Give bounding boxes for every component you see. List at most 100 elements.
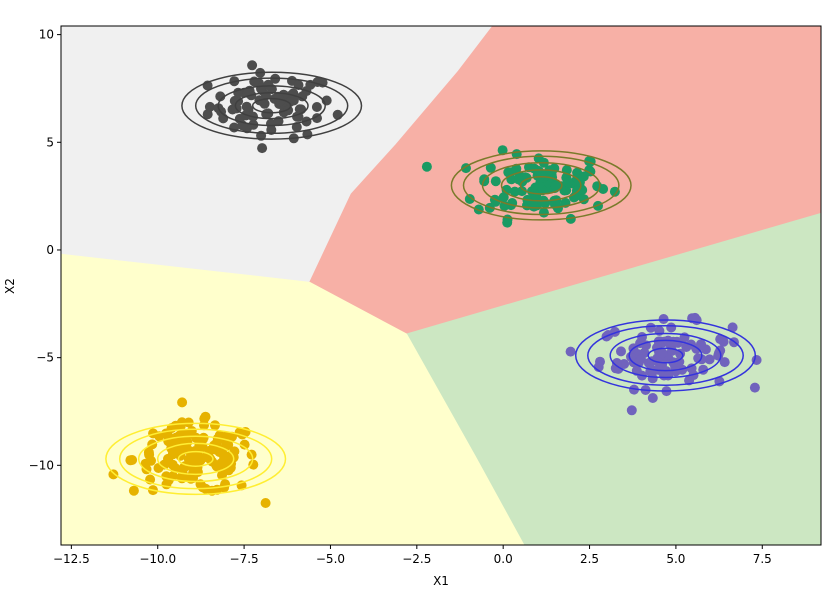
point-green (517, 186, 527, 197)
contour-purple (609, 332, 722, 379)
point-yellow (260, 498, 271, 508)
point-dark (204, 101, 215, 112)
point-yellow (159, 459, 170, 470)
x-axis: −12.5 −10.0 −7.5 −5.0 −2.5 0.0 2.5 5.0 7.5 (53, 545, 772, 566)
point-yellow (218, 459, 229, 470)
point-green (490, 176, 501, 187)
y-tick-label: 10 (39, 28, 54, 42)
point-purple (645, 322, 656, 333)
point-dark (257, 143, 268, 154)
y-tick-label: −5 (36, 351, 54, 365)
x-tick-label: −5.0 (316, 552, 345, 566)
point-yellow (108, 469, 119, 480)
point-yellow (239, 439, 250, 450)
y-axis-label: X2 (3, 278, 17, 294)
y-tick-label: −10 (29, 458, 54, 472)
x-tick-label: −10.0 (139, 552, 176, 566)
x-axis-label: X1 (433, 574, 449, 588)
point-dark (263, 79, 274, 90)
point-purple (611, 358, 622, 368)
point-green (609, 186, 620, 197)
point-purple (657, 347, 668, 358)
point-purple (704, 354, 715, 365)
point-dark (247, 60, 258, 71)
point-yellow (148, 428, 159, 439)
point-purple (727, 322, 738, 333)
contour-yellow (177, 450, 214, 467)
point-dark (266, 125, 277, 135)
point-yellow (177, 417, 187, 428)
point-purple (616, 346, 626, 357)
point-yellow (197, 442, 208, 453)
point-yellow (177, 397, 188, 408)
point-yellow (185, 459, 196, 470)
point-purple (626, 405, 637, 416)
y-axis: 10 5 0 −5 −10 (29, 28, 61, 472)
point-dark (229, 95, 240, 106)
point-dark (215, 91, 226, 102)
contour-yellow (156, 442, 235, 476)
point-green (497, 145, 508, 156)
density-contours (105, 71, 757, 496)
contour-green (450, 150, 632, 221)
point-yellow (217, 470, 227, 481)
point-green (538, 207, 549, 218)
contour-dark (251, 97, 292, 114)
point-yellow (200, 411, 211, 422)
contour-purple (628, 339, 703, 372)
x-tick-label: −2.5 (402, 552, 431, 566)
point-yellow (161, 479, 172, 490)
x-tick-label: −7.5 (230, 552, 259, 566)
y-tick-label: 5 (46, 135, 54, 149)
point-purple (658, 314, 669, 324)
contour-yellow (118, 428, 273, 490)
point-purple (691, 315, 702, 326)
point-dark (241, 101, 252, 112)
x-tick-label: 0.0 (494, 552, 513, 566)
point-yellow (143, 447, 154, 458)
point-purple (693, 353, 704, 364)
contour-green (500, 169, 582, 202)
point-green (501, 184, 512, 195)
point-green (464, 194, 475, 204)
point-purple (645, 366, 656, 377)
point-purple (667, 345, 677, 356)
point-green (421, 161, 432, 172)
point-green (511, 163, 522, 174)
x-tick-label: 7.5 (753, 552, 772, 566)
contour-purple (587, 325, 744, 386)
point-dark (291, 122, 302, 132)
point-purple (666, 322, 677, 333)
point-green (490, 196, 501, 207)
contour-yellow (105, 422, 287, 496)
point-green (485, 162, 496, 173)
x-tick-label: −12.5 (53, 552, 90, 566)
point-yellow (219, 482, 230, 493)
point-yellow (128, 485, 139, 496)
point-dark (332, 109, 343, 120)
point-purple (626, 351, 636, 362)
point-yellow (167, 459, 178, 470)
point-yellow (210, 420, 220, 431)
contour-dark (217, 85, 326, 127)
point-green (529, 201, 539, 212)
point-purple (749, 382, 760, 393)
point-green (502, 217, 513, 228)
point-dark (311, 102, 322, 112)
point-purple (670, 366, 681, 377)
x-tick-label: 2.5 (580, 552, 599, 566)
contour-purple (574, 319, 757, 392)
contour-dark (234, 92, 309, 120)
point-yellow (197, 482, 208, 493)
point-green (513, 174, 524, 185)
point-yellow (248, 459, 259, 470)
contour-dark (194, 77, 349, 135)
point-green (563, 177, 573, 188)
point-purple (719, 357, 730, 368)
y-tick-label: 0 (46, 243, 54, 257)
contour-green (462, 155, 620, 216)
point-purple (595, 356, 605, 367)
point-yellow (125, 455, 136, 466)
contour-yellow (137, 435, 254, 483)
